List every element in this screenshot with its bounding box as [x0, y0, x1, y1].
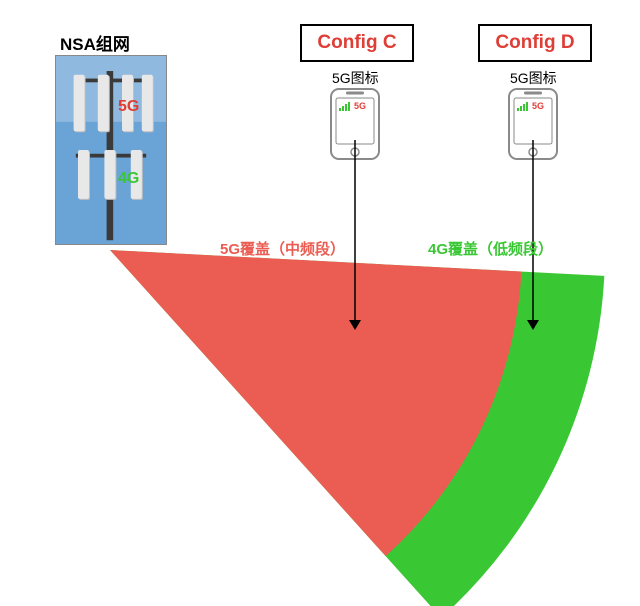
tower-photo	[55, 55, 167, 245]
coverage-label: 5G覆盖（中频段）	[220, 238, 345, 259]
config-sublabel: 5G图标	[510, 68, 557, 88]
down-arrow-icon	[345, 140, 365, 332]
config-box: Config C	[300, 24, 414, 62]
tower-band-label: 5G	[118, 98, 139, 116]
config-box: Config D	[478, 24, 592, 62]
down-arrow-icon	[523, 140, 543, 332]
coverage-label: 4G覆盖（低频段）	[428, 238, 553, 259]
svg-text:5G: 5G	[354, 101, 366, 111]
diagram-title: NSA组网	[60, 30, 130, 55]
config-sublabel: 5G图标	[332, 68, 379, 88]
svg-text:5G: 5G	[532, 101, 544, 111]
tower-band-label: 4G	[118, 170, 139, 188]
